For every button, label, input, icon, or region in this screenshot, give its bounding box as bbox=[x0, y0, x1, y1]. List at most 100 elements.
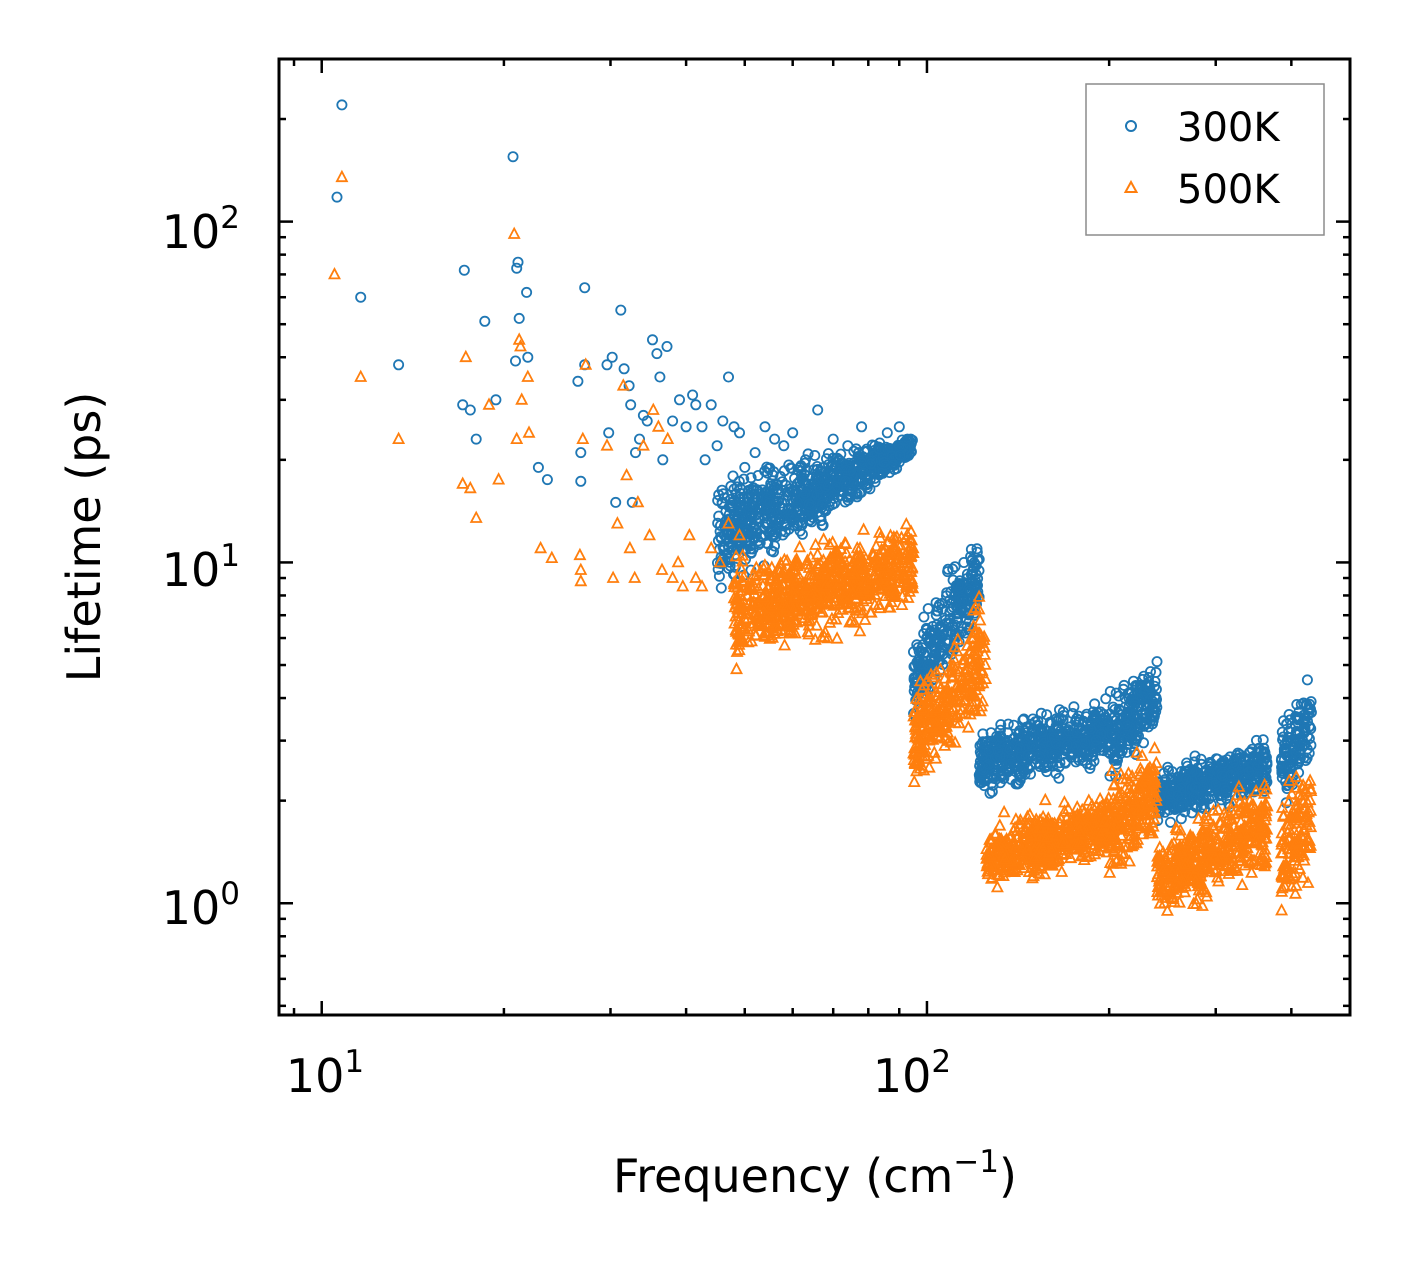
point-500k bbox=[729, 549, 743, 562]
point-300k bbox=[728, 483, 740, 495]
point-500k bbox=[1089, 799, 1103, 812]
point-500k bbox=[1256, 801, 1270, 815]
point-500k bbox=[620, 467, 634, 481]
point-500k bbox=[909, 722, 923, 735]
point-500k bbox=[779, 599, 793, 613]
point-300k bbox=[630, 447, 642, 459]
point-300k bbox=[1243, 779, 1255, 791]
point-500k bbox=[967, 603, 980, 616]
point-500k bbox=[858, 612, 872, 625]
point-300k bbox=[787, 427, 799, 439]
point-500k bbox=[761, 616, 775, 629]
point-300k bbox=[699, 454, 711, 466]
point-300k bbox=[1289, 735, 1301, 747]
point-300k bbox=[1172, 790, 1184, 802]
point-300k bbox=[956, 620, 968, 632]
point-500k bbox=[858, 559, 872, 572]
point-500k bbox=[929, 715, 943, 728]
point-500k bbox=[899, 531, 913, 544]
point-500k bbox=[869, 550, 883, 564]
point-300k bbox=[1257, 760, 1269, 772]
point-500k bbox=[956, 681, 970, 694]
point-500k bbox=[515, 392, 529, 405]
point-500k bbox=[823, 615, 837, 628]
point-300k bbox=[828, 492, 840, 504]
point-500k bbox=[1051, 853, 1065, 866]
point-500k bbox=[915, 737, 929, 751]
point-300k bbox=[936, 629, 948, 641]
point-500k bbox=[1258, 842, 1272, 855]
point-500k bbox=[1244, 799, 1258, 812]
point-500k bbox=[873, 600, 887, 614]
point-300k bbox=[788, 484, 800, 496]
point-500k bbox=[335, 169, 349, 183]
point-500k bbox=[1060, 826, 1074, 839]
point-300k bbox=[881, 427, 893, 439]
point-500k bbox=[1114, 766, 1128, 780]
point-500k bbox=[939, 718, 953, 731]
point-300k bbox=[1244, 746, 1256, 758]
point-500k bbox=[1211, 870, 1224, 883]
point-500k bbox=[1170, 885, 1184, 898]
point-300k bbox=[967, 568, 979, 580]
point-500k bbox=[1105, 829, 1119, 842]
point-300k bbox=[780, 479, 792, 491]
point-500k bbox=[713, 554, 727, 568]
point-300k bbox=[1119, 718, 1131, 730]
point-300k bbox=[811, 489, 823, 501]
point-500k bbox=[1035, 861, 1048, 874]
point-300k bbox=[736, 517, 748, 529]
point-500k bbox=[905, 561, 919, 574]
point-500k bbox=[976, 675, 990, 689]
point-500k bbox=[1049, 827, 1063, 841]
point-300k bbox=[994, 724, 1006, 736]
point-300k bbox=[1301, 674, 1313, 686]
point-300k bbox=[977, 736, 989, 748]
point-300k bbox=[729, 561, 741, 573]
point-300k bbox=[742, 484, 754, 496]
point-500k bbox=[1025, 859, 1039, 873]
point-300k bbox=[913, 646, 925, 658]
point-500k bbox=[579, 357, 593, 370]
point-500k bbox=[804, 587, 818, 600]
point-500k bbox=[999, 860, 1012, 873]
point-500k bbox=[786, 562, 800, 575]
point-300k bbox=[1291, 699, 1303, 711]
point-300k bbox=[1144, 681, 1156, 693]
point-500k bbox=[926, 669, 939, 683]
point-300k bbox=[1287, 759, 1299, 771]
point-300k bbox=[927, 621, 939, 633]
point-300k bbox=[1008, 719, 1020, 731]
point-300k bbox=[776, 525, 788, 537]
point-300k bbox=[888, 459, 900, 471]
point-500k bbox=[1178, 872, 1192, 886]
point-500k bbox=[1165, 838, 1178, 851]
point-500k bbox=[1036, 815, 1050, 828]
point-300k bbox=[980, 761, 992, 773]
point-500k bbox=[1165, 843, 1179, 856]
point-500k bbox=[887, 538, 901, 551]
point-500k bbox=[1027, 851, 1041, 864]
point-500k bbox=[899, 516, 913, 530]
point-300k bbox=[522, 351, 534, 363]
point-500k bbox=[514, 339, 527, 352]
point-300k bbox=[1050, 713, 1062, 725]
point-500k bbox=[840, 581, 854, 594]
point-300k bbox=[470, 433, 482, 445]
point-500k bbox=[963, 670, 977, 683]
point-300k bbox=[821, 453, 833, 465]
point-500k bbox=[882, 546, 896, 559]
point-300k bbox=[575, 447, 587, 459]
point-300k bbox=[1164, 788, 1176, 800]
point-300k bbox=[717, 415, 729, 427]
point-500k bbox=[819, 578, 833, 591]
point-500k bbox=[757, 567, 771, 580]
point-500k bbox=[1249, 833, 1263, 846]
point-300k bbox=[1010, 778, 1022, 790]
point-500k bbox=[793, 539, 807, 553]
point-500k bbox=[510, 431, 524, 445]
point-500k bbox=[1025, 870, 1039, 884]
point-500k bbox=[1145, 825, 1159, 839]
point-500k bbox=[666, 570, 680, 583]
point-300k bbox=[511, 262, 523, 274]
